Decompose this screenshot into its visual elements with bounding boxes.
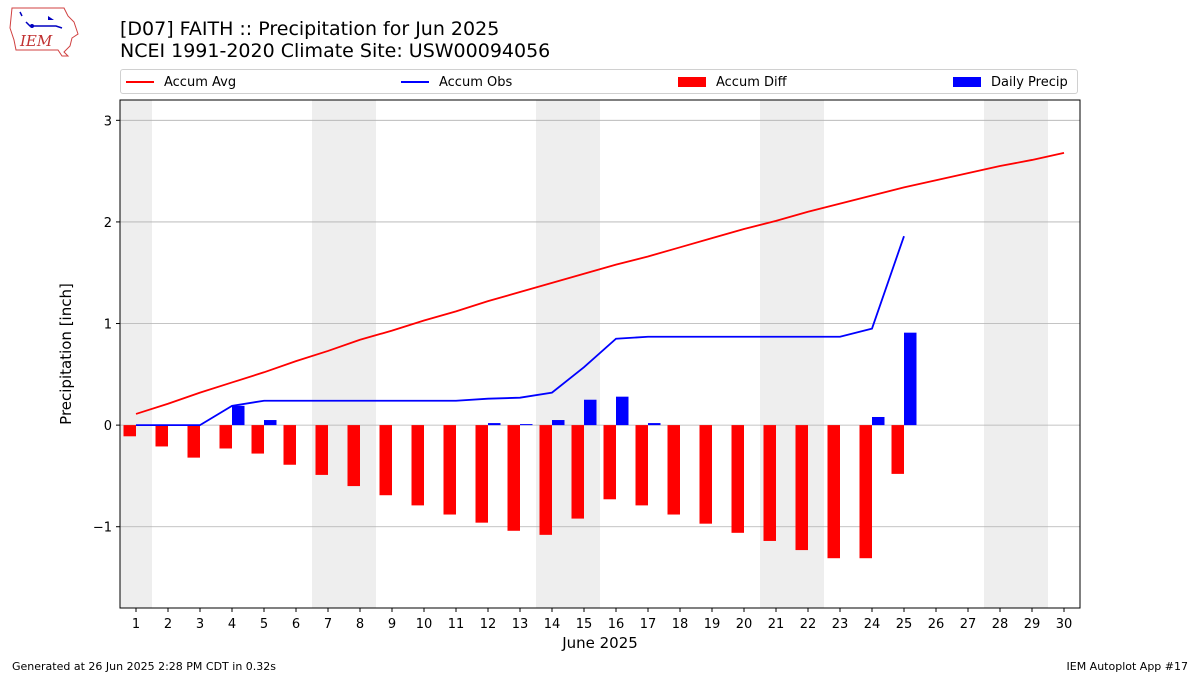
- iem-logo: IEM: [9, 7, 79, 57]
- generated-note: Generated at 26 Jun 2025 2:28 PM CDT in …: [12, 660, 277, 673]
- x-tick-label: 13: [512, 617, 529, 632]
- diff-bar: [635, 425, 648, 506]
- weekend-band-2: [312, 100, 376, 608]
- legend-label-diff: Accum Diff: [716, 74, 787, 90]
- x-tick-label: 27: [960, 617, 977, 632]
- diff-bar: [827, 425, 840, 559]
- x-tick-label: 2: [164, 617, 172, 632]
- legend-label-avg: Accum Avg: [164, 74, 237, 90]
- daily-precip-bar: [232, 405, 245, 426]
- x-tick-label: 5: [260, 617, 268, 632]
- daily-precip-bar: [904, 332, 917, 426]
- x-tick-label: 29: [1024, 617, 1041, 632]
- diff-bar: [283, 425, 296, 465]
- diff-bar: [187, 425, 200, 458]
- diff-bar: [443, 425, 456, 515]
- x-tick-label: 4: [228, 617, 236, 632]
- legend-label-obs: Accum Obs: [439, 74, 513, 90]
- diff-bar: [123, 425, 136, 437]
- diff-bar: [155, 425, 168, 447]
- y-tick-label: 3: [104, 114, 112, 129]
- daily-precip-bar: [488, 423, 501, 426]
- diff-bar: [219, 425, 232, 449]
- logo-text: IEM: [19, 32, 53, 50]
- daily-precip-bar: [872, 416, 885, 426]
- x-tick-label: 21: [768, 617, 785, 632]
- weekend-band-5: [984, 100, 1048, 608]
- legend-swatch-avg: [126, 81, 154, 83]
- legend-daily-precip: Daily Precip: [953, 73, 1068, 91]
- x-tick-label: 14: [544, 617, 561, 632]
- x-tick-label: 11: [448, 617, 465, 632]
- diff-bar: [411, 425, 424, 506]
- daily-precip-bar: [552, 420, 565, 426]
- diff-bar: [539, 425, 552, 535]
- x-axis-label: June 2025: [562, 634, 638, 652]
- legend-accum-diff: Accum Diff: [678, 73, 787, 91]
- x-tick-label: 19: [704, 617, 721, 632]
- legend-swatch-daily: [953, 77, 981, 87]
- legend-swatch-diff: [678, 77, 706, 87]
- accum-obs-line: [136, 235, 905, 427]
- y-tick-label: 2: [104, 216, 112, 231]
- diff-bar: [379, 425, 392, 496]
- app-note: IEM Autoplot App #17: [1066, 660, 1189, 673]
- y-axis-label: Precipitation [inch]: [57, 283, 75, 425]
- title-line-2: NCEI 1991-2020 Climate Site: USW00094056: [120, 40, 551, 62]
- x-tick-label: 28: [992, 617, 1009, 632]
- weekend-band-1: [120, 100, 152, 608]
- diff-bar: [315, 425, 328, 475]
- x-tick-label: 23: [832, 617, 849, 632]
- y-tick-label: 0: [104, 419, 112, 434]
- diff-bar: [251, 425, 264, 454]
- x-tick-label: 17: [640, 617, 657, 632]
- diff-bar: [571, 425, 584, 519]
- x-tick-label: 12: [480, 617, 497, 632]
- legend-label-daily: Daily Precip: [991, 74, 1068, 90]
- daily-precip-bar: [616, 396, 629, 426]
- daily-precip-bar: [520, 424, 533, 426]
- legend: Accum Avg Accum Obs Accum Diff Daily Pre…: [120, 69, 1078, 94]
- x-tick-label: 22: [800, 617, 817, 632]
- diff-bar: [475, 425, 488, 523]
- x-tick-label: 18: [672, 617, 689, 632]
- daily-precip-bar: [648, 423, 661, 426]
- x-tick-label: 26: [928, 617, 945, 632]
- diff-bar: [891, 425, 904, 474]
- x-tick-label: 7: [324, 617, 332, 632]
- x-tick-label: 15: [576, 617, 593, 632]
- diff-bar: [859, 425, 872, 559]
- plot-frame: [119, 99, 1081, 609]
- x-tick-label: 30: [1056, 617, 1073, 632]
- x-tick-label: 1: [132, 617, 140, 632]
- diff-bar: [795, 425, 808, 551]
- diff-bar: [699, 425, 712, 524]
- x-tick-label: 10: [416, 617, 433, 632]
- x-tick-label: 3: [196, 617, 204, 632]
- y-tick-label: −1: [93, 521, 112, 536]
- diff-bar: [347, 425, 360, 487]
- daily-precip-bar: [264, 420, 277, 426]
- x-tick-label: 24: [864, 617, 881, 632]
- y-tick-label: 1: [104, 318, 112, 333]
- x-tick-label: 20: [736, 617, 753, 632]
- legend-accum-obs: Accum Obs: [401, 73, 512, 91]
- x-tick-label: 16: [608, 617, 625, 632]
- chart-title: [D07] FAITH :: Precipitation for Jun 202…: [120, 18, 550, 62]
- x-tick-label: 25: [896, 617, 913, 632]
- diff-bar: [763, 425, 776, 541]
- diff-bar: [603, 425, 616, 500]
- accum-avg-line: [135, 151, 1065, 415]
- diff-bar: [731, 425, 744, 533]
- x-tick-label: 8: [356, 617, 364, 632]
- x-tick-label: 9: [388, 617, 396, 632]
- diff-bar: [507, 425, 520, 531]
- diff-bar: [667, 425, 680, 515]
- legend-accum-avg: Accum Avg: [126, 73, 236, 91]
- daily-precip-bar: [584, 399, 597, 426]
- x-tick-label: 6: [292, 617, 300, 632]
- title-line-1: [D07] FAITH :: Precipitation for Jun 202…: [120, 18, 500, 40]
- legend-swatch-obs: [401, 81, 429, 83]
